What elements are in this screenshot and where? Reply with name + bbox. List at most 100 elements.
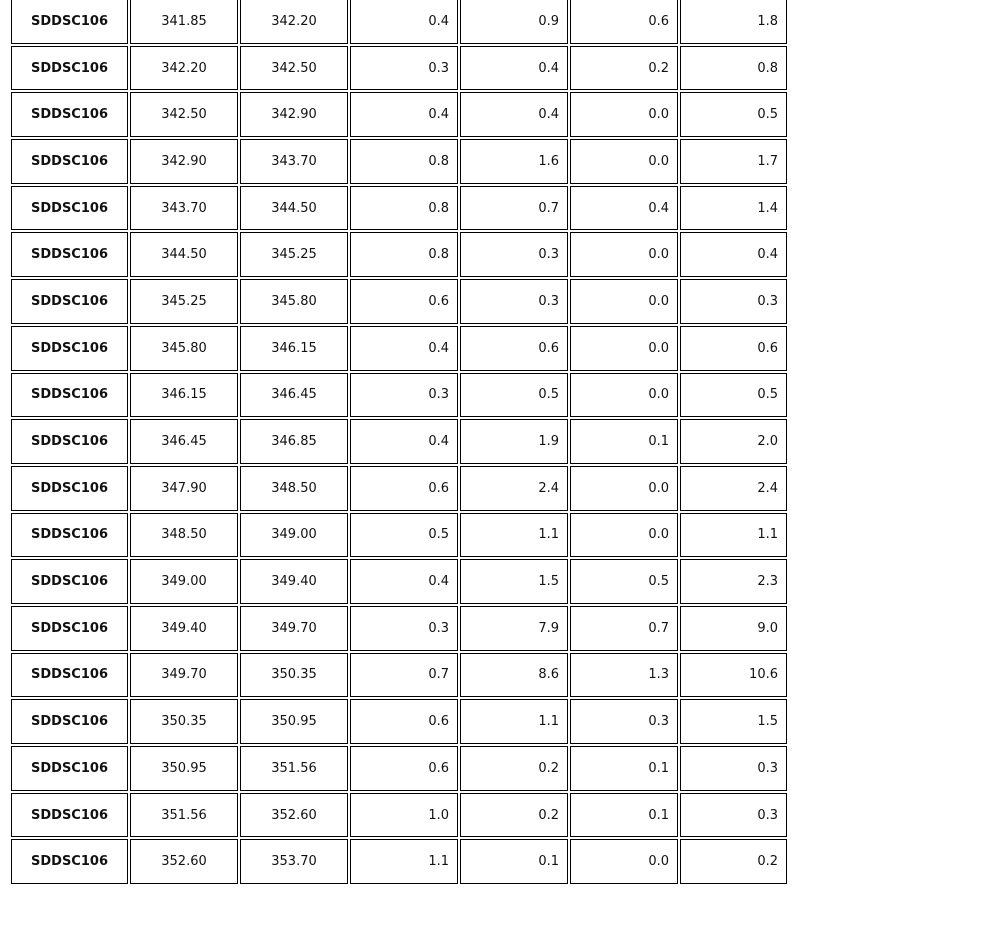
value-cell: 0.1 bbox=[570, 792, 678, 838]
table-row: SDDSC106 344.50 345.25 0.8 0.3 0.0 0.4 bbox=[11, 232, 787, 278]
hole-id-cell: SDDSC106 bbox=[11, 652, 128, 698]
value-cell: 0.4 bbox=[350, 559, 458, 604]
value-cell: 0.4 bbox=[350, 0, 458, 44]
value-cell: 0.0 bbox=[570, 325, 678, 371]
from-cell: 349.40 bbox=[130, 605, 238, 651]
table-row: SDDSC106 350.35 350.95 0.6 1.1 0.3 1.5 bbox=[11, 699, 787, 744]
to-cell: 346.15 bbox=[240, 325, 348, 371]
table-row: SDDSC106 345.80 346.15 0.4 0.6 0.0 0.6 bbox=[11, 325, 787, 371]
table-row: SDDSC106 352.60 353.70 1.1 0.1 0.0 0.2 bbox=[11, 839, 787, 885]
total-cell: 10.6 bbox=[680, 652, 787, 698]
value-cell: 0.0 bbox=[570, 279, 678, 324]
hole-id-cell: SDDSC106 bbox=[11, 465, 128, 511]
value-cell: 0.0 bbox=[570, 465, 678, 511]
value-cell: 0.7 bbox=[350, 652, 458, 698]
total-cell: 1.8 bbox=[680, 0, 787, 44]
from-cell: 344.50 bbox=[130, 232, 238, 278]
table-row: SDDSC106 349.40 349.70 0.3 7.9 0.7 9.0 bbox=[11, 605, 787, 651]
value-cell: 0.3 bbox=[350, 372, 458, 418]
from-cell: 350.95 bbox=[130, 746, 238, 791]
hole-id-cell: SDDSC106 bbox=[11, 45, 128, 91]
to-cell: 346.45 bbox=[240, 372, 348, 418]
hole-id-cell: SDDSC106 bbox=[11, 232, 128, 278]
table-row: SDDSC106 341.85 342.20 0.4 0.9 0.6 1.8 bbox=[11, 0, 787, 44]
total-cell: 0.6 bbox=[680, 325, 787, 371]
hole-id-cell: SDDSC106 bbox=[11, 605, 128, 651]
table-row: SDDSC106 350.95 351.56 0.6 0.2 0.1 0.3 bbox=[11, 746, 787, 791]
hole-id-cell: SDDSC106 bbox=[11, 699, 128, 744]
to-cell: 352.60 bbox=[240, 792, 348, 838]
value-cell: 0.4 bbox=[460, 92, 568, 138]
total-cell: 0.3 bbox=[680, 279, 787, 324]
value-cell: 0.2 bbox=[460, 792, 568, 838]
total-cell: 2.0 bbox=[680, 419, 787, 464]
value-cell: 0.6 bbox=[350, 465, 458, 511]
value-cell: 0.0 bbox=[570, 372, 678, 418]
value-cell: 0.4 bbox=[460, 45, 568, 91]
value-cell: 1.1 bbox=[350, 839, 458, 885]
total-cell: 2.4 bbox=[680, 465, 787, 511]
value-cell: 1.6 bbox=[460, 139, 568, 184]
from-cell: 346.15 bbox=[130, 372, 238, 418]
value-cell: 0.2 bbox=[460, 746, 568, 791]
from-cell: 349.70 bbox=[130, 652, 238, 698]
to-cell: 344.50 bbox=[240, 185, 348, 231]
total-cell: 1.7 bbox=[680, 139, 787, 184]
value-cell: 2.4 bbox=[460, 465, 568, 511]
to-cell: 351.56 bbox=[240, 746, 348, 791]
table-row: SDDSC106 349.70 350.35 0.7 8.6 1.3 10.6 bbox=[11, 652, 787, 698]
table-row: SDDSC106 349.00 349.40 0.4 1.5 0.5 2.3 bbox=[11, 559, 787, 604]
to-cell: 349.00 bbox=[240, 512, 348, 558]
value-cell: 7.9 bbox=[460, 605, 568, 651]
total-cell: 1.1 bbox=[680, 512, 787, 558]
to-cell: 342.50 bbox=[240, 45, 348, 91]
value-cell: 0.8 bbox=[350, 139, 458, 184]
from-cell: 347.90 bbox=[130, 465, 238, 511]
assay-results-table: SDDSC106 341.85 342.20 0.4 0.9 0.6 1.8 SDDSC106… bbox=[9, 0, 789, 886]
value-cell: 1.1 bbox=[460, 512, 568, 558]
value-cell: 0.8 bbox=[350, 232, 458, 278]
total-cell: 1.5 bbox=[680, 699, 787, 744]
value-cell: 0.4 bbox=[350, 92, 458, 138]
table-row: SDDSC106 346.45 346.85 0.4 1.9 0.1 2.0 bbox=[11, 419, 787, 464]
value-cell: 0.9 bbox=[460, 0, 568, 44]
from-cell: 342.50 bbox=[130, 92, 238, 138]
value-cell: 0.4 bbox=[350, 325, 458, 371]
from-cell: 345.25 bbox=[130, 279, 238, 324]
to-cell: 342.90 bbox=[240, 92, 348, 138]
value-cell: 0.0 bbox=[570, 92, 678, 138]
total-cell: 0.5 bbox=[680, 372, 787, 418]
to-cell: 350.95 bbox=[240, 699, 348, 744]
value-cell: 0.3 bbox=[350, 45, 458, 91]
value-cell: 0.1 bbox=[570, 746, 678, 791]
value-cell: 1.0 bbox=[350, 792, 458, 838]
hole-id-cell: SDDSC106 bbox=[11, 746, 128, 791]
from-cell: 345.80 bbox=[130, 325, 238, 371]
value-cell: 0.8 bbox=[350, 185, 458, 231]
to-cell: 343.70 bbox=[240, 139, 348, 184]
from-cell: 341.85 bbox=[130, 0, 238, 44]
table-row: SDDSC106 346.15 346.45 0.3 0.5 0.0 0.5 bbox=[11, 372, 787, 418]
to-cell: 350.35 bbox=[240, 652, 348, 698]
hole-id-cell: SDDSC106 bbox=[11, 279, 128, 324]
table-row: SDDSC106 342.50 342.90 0.4 0.4 0.0 0.5 bbox=[11, 92, 787, 138]
value-cell: 0.5 bbox=[460, 372, 568, 418]
hole-id-cell: SDDSC106 bbox=[11, 139, 128, 184]
total-cell: 0.4 bbox=[680, 232, 787, 278]
from-cell: 346.45 bbox=[130, 419, 238, 464]
value-cell: 0.3 bbox=[570, 699, 678, 744]
value-cell: 0.2 bbox=[570, 45, 678, 91]
value-cell: 0.0 bbox=[570, 232, 678, 278]
value-cell: 1.1 bbox=[460, 699, 568, 744]
value-cell: 1.3 bbox=[570, 652, 678, 698]
total-cell: 0.3 bbox=[680, 792, 787, 838]
value-cell: 0.6 bbox=[570, 0, 678, 44]
value-cell: 0.0 bbox=[570, 839, 678, 885]
value-cell: 0.6 bbox=[350, 699, 458, 744]
hole-id-cell: SDDSC106 bbox=[11, 419, 128, 464]
to-cell: 345.25 bbox=[240, 232, 348, 278]
hole-id-cell: SDDSC106 bbox=[11, 0, 128, 44]
value-cell: 0.6 bbox=[350, 746, 458, 791]
hole-id-cell: SDDSC106 bbox=[11, 372, 128, 418]
hole-id-cell: SDDSC106 bbox=[11, 559, 128, 604]
